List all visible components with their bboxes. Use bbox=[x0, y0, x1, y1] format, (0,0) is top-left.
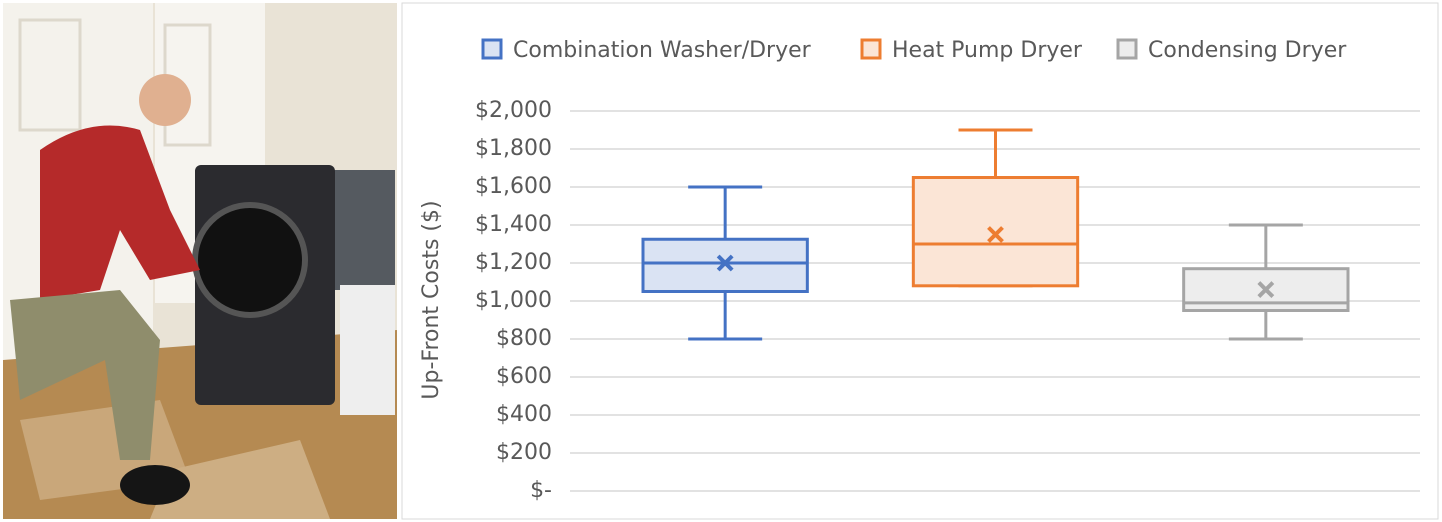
legend-marker bbox=[481, 38, 503, 60]
shoe bbox=[120, 465, 190, 505]
head bbox=[139, 74, 191, 126]
box bbox=[911, 176, 1080, 288]
mean-marker bbox=[1257, 281, 1275, 299]
legend-label: Combination Washer/Dryer bbox=[513, 38, 812, 63]
pants bbox=[10, 290, 160, 460]
y-tick-label: $600 bbox=[496, 364, 552, 389]
y-tick-label: $800 bbox=[496, 326, 552, 351]
legend-label: Condensing Dryer bbox=[1148, 38, 1347, 63]
y-tick-label: $200 bbox=[496, 440, 552, 465]
mean-marker bbox=[716, 254, 734, 272]
y-tick-label: $- bbox=[530, 478, 552, 503]
y-tick-label: $1,600 bbox=[475, 174, 552, 199]
y-tick-label: $400 bbox=[496, 402, 552, 427]
cardboard bbox=[150, 440, 330, 519]
shirt bbox=[40, 125, 200, 300]
y-tick-label: $2,000 bbox=[475, 98, 552, 123]
legend-marker bbox=[1116, 38, 1138, 60]
bin bbox=[340, 285, 395, 415]
legend-marker bbox=[860, 38, 882, 60]
y-tick-label: $1,000 bbox=[475, 288, 552, 313]
door-panel bbox=[18, 18, 82, 132]
y-tick-label: $1,800 bbox=[475, 136, 552, 161]
photo bbox=[3, 3, 397, 519]
legend-label: Heat Pump Dryer bbox=[892, 38, 1083, 63]
y-tick-label: $1,200 bbox=[475, 250, 552, 275]
y-axis-label: Up-Front Costs ($) bbox=[419, 200, 444, 399]
y-tick-label: $1,400 bbox=[475, 212, 552, 237]
washer-door bbox=[192, 202, 308, 318]
cabinet bbox=[335, 170, 395, 290]
mean-marker bbox=[987, 226, 1004, 243]
